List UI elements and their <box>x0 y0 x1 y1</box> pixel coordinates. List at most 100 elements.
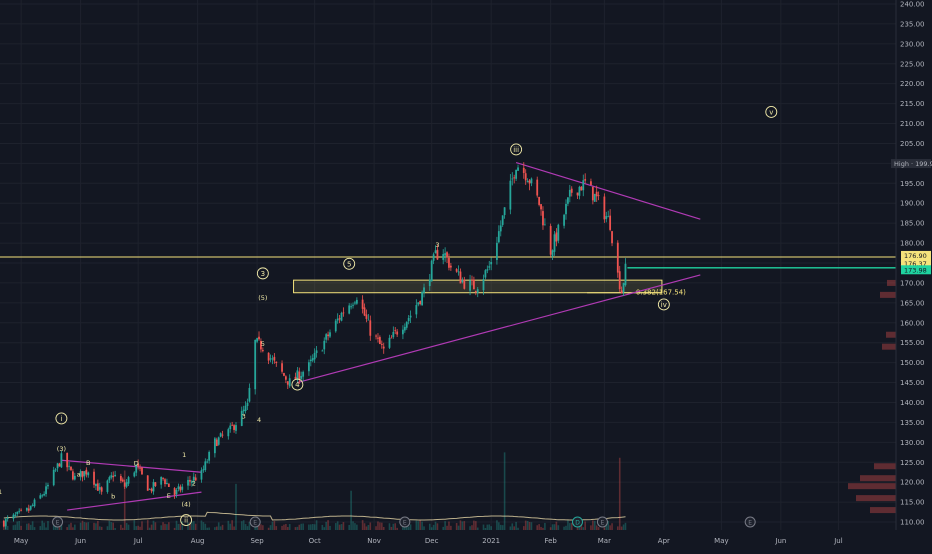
candle-body <box>538 196 541 205</box>
volume-bar <box>407 526 410 530</box>
volume-bar <box>616 526 619 530</box>
candle-body <box>430 260 433 282</box>
volume-bar <box>394 523 397 530</box>
event-marker <box>249 516 261 528</box>
event-marker-label: E <box>748 519 752 526</box>
volume-bar <box>538 524 540 530</box>
time-tick-label: Nov <box>367 537 381 545</box>
price-label-tag <box>891 159 931 169</box>
candle-body <box>31 505 34 506</box>
volume-bar <box>31 521 34 530</box>
event-marker <box>52 516 64 528</box>
volume-bar <box>321 524 324 530</box>
volume-profile-bin <box>848 483 896 490</box>
volume-bar <box>488 524 491 530</box>
candle-body <box>160 476 163 485</box>
candle-body <box>139 467 141 469</box>
volume-bar <box>457 525 460 530</box>
volume-bar <box>214 527 216 530</box>
candle-body <box>187 479 189 486</box>
candle-body <box>152 482 155 492</box>
candle-body <box>154 482 157 487</box>
wave-label-circle <box>55 412 68 425</box>
volume-bar <box>221 524 224 530</box>
volume-bar <box>100 526 103 530</box>
volume-bar <box>511 523 514 530</box>
event-marker <box>572 516 584 528</box>
candle-body <box>461 280 464 283</box>
time-tick-label: Apr <box>658 537 670 545</box>
volume-bar <box>363 523 366 530</box>
candle-body <box>444 253 447 256</box>
volume-bar <box>542 527 544 530</box>
volume-bar <box>300 523 303 530</box>
candle-body <box>476 289 479 294</box>
volume-bar <box>540 526 542 530</box>
volume-bar <box>273 520 276 530</box>
candle-body <box>141 467 143 475</box>
volume-bar <box>544 522 546 530</box>
volume-bar <box>135 526 138 530</box>
volume-bar <box>189 522 191 530</box>
candle-body <box>100 487 103 492</box>
candle-body <box>449 265 452 268</box>
volume-bar <box>45 527 47 530</box>
volume-bar <box>148 527 151 530</box>
candle-body <box>231 424 234 426</box>
candle-body <box>6 517 9 519</box>
volume-bar <box>95 523 97 530</box>
candle-body <box>524 173 527 181</box>
candle-body <box>402 329 404 335</box>
candle-body <box>375 335 377 337</box>
candle-body <box>2 520 5 527</box>
volume-bar <box>375 526 377 530</box>
candle-body <box>624 263 627 286</box>
volume-bar <box>33 527 36 530</box>
time-tick-label: Jul <box>833 537 843 545</box>
candle-body <box>584 179 587 181</box>
candle-body <box>221 434 224 436</box>
time-tick-label: Jun <box>774 537 786 545</box>
candle-body <box>551 250 554 257</box>
wave-label: 3 <box>435 241 439 249</box>
price-tick-label: 165.00 <box>900 299 925 307</box>
candle-body <box>536 179 539 196</box>
candle-body <box>363 307 366 316</box>
candle-body <box>181 486 184 490</box>
volume-bars <box>3 452 627 530</box>
candle-body <box>83 471 86 477</box>
candle-body <box>616 242 619 273</box>
price-tick-label: 210.00 <box>900 120 925 128</box>
volume-bar <box>569 523 571 530</box>
volume-bar <box>217 522 220 530</box>
volume-bar <box>281 525 283 530</box>
candle-body <box>484 270 487 278</box>
candle-body <box>365 314 368 319</box>
volume-bar <box>206 527 209 530</box>
price-tick-label: 190.00 <box>900 200 925 208</box>
volume-bar <box>459 520 462 530</box>
volume-profile-bin <box>870 507 896 514</box>
candle-body <box>423 287 425 293</box>
time-tick-label: May <box>714 537 728 545</box>
candle-body <box>254 339 257 390</box>
candle-body <box>311 358 314 361</box>
volume-bar <box>361 520 364 530</box>
volume-bar <box>177 523 180 530</box>
volume-bar <box>482 524 485 530</box>
volume-bar <box>175 520 178 530</box>
candle-body <box>179 486 182 491</box>
volume-bar <box>356 524 358 530</box>
volume-bar <box>286 527 289 530</box>
volume-bar <box>26 523 28 530</box>
drawings[interactable]: 0.382(167.54) <box>0 162 932 511</box>
price-tick-label: 185.00 <box>900 220 925 228</box>
candle-body <box>60 453 63 468</box>
time-tick-label: Dec <box>425 537 439 545</box>
price-tick-label: 205.00 <box>900 140 925 148</box>
volume-bar <box>526 520 529 530</box>
candle-body <box>578 186 581 196</box>
volume-bar <box>620 526 623 530</box>
